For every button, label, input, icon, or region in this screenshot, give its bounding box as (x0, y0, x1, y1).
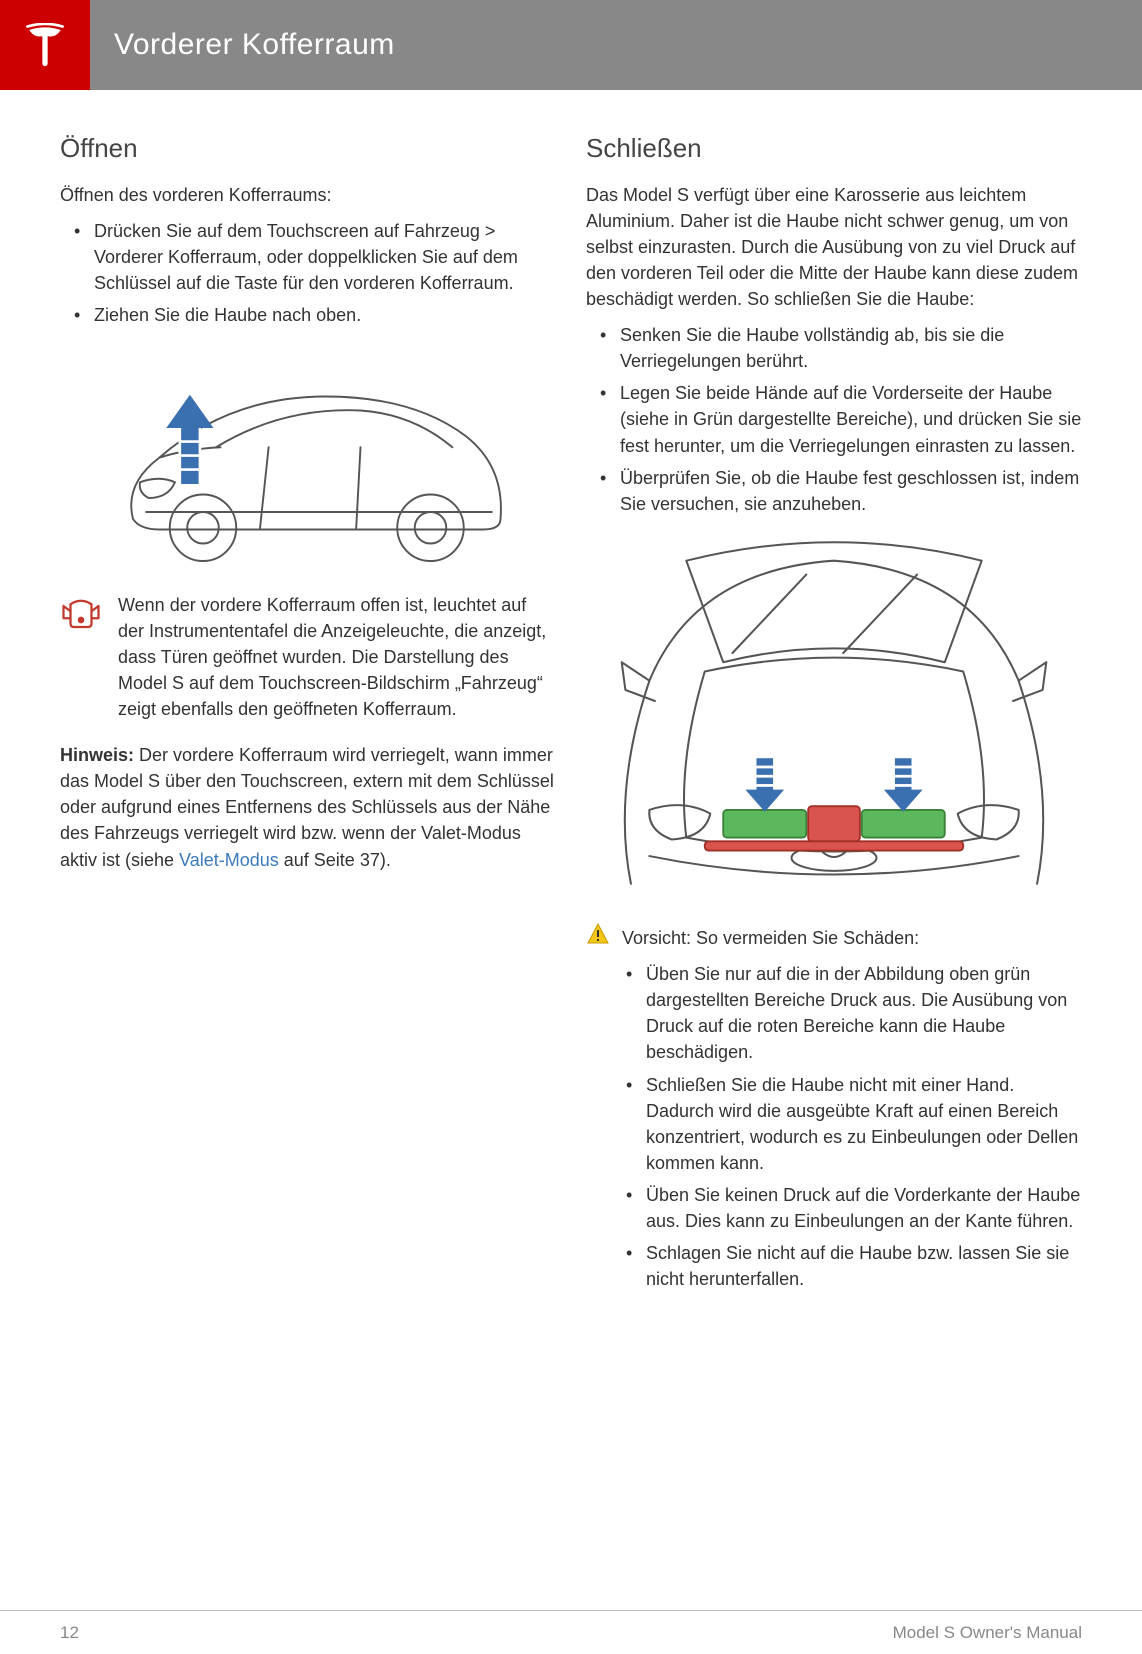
column-left: Öffnen Öffnen des vorderen Kofferraums: … (60, 130, 556, 1610)
page-content: Öffnen Öffnen des vorderen Kofferraums: … (0, 90, 1142, 1610)
page-title: Vorderer Kofferraum (114, 28, 395, 62)
column-right: Schließen Das Model S verfügt über eine … (586, 130, 1082, 1610)
page-footer: 12 Model S Owner's Manual (0, 1610, 1142, 1654)
tesla-logo-icon (23, 23, 67, 67)
caution-label: Vorsicht: (622, 928, 691, 948)
close-intro: Das Model S verfügt über eine Karosserie… (586, 182, 1082, 312)
list-item: Ziehen Sie die Haube nach oben. (60, 302, 556, 328)
list-item: Überprüfen Sie, ob die Haube fest geschl… (586, 465, 1082, 517)
warning-triangle-icon (586, 922, 610, 953)
arrow-down-icon (745, 758, 784, 812)
note-paragraph: Hinweis: Der vordere Kofferraum wird ver… (60, 742, 556, 872)
caution-header: Vorsicht: So vermeiden Sie Schäden: (586, 922, 1082, 953)
info-text: Wenn der vordere Kofferraum offen ist, l… (118, 592, 556, 722)
info-open-indicator: Wenn der vordere Kofferraum offen ist, l… (60, 592, 556, 722)
figure-close-hood (586, 533, 1082, 902)
list-item: Schließen Sie die Haube nicht mit einer … (612, 1072, 1082, 1176)
open-steps-list: Drücken Sie auf dem Touchscreen auf Fahr… (60, 218, 556, 328)
arrow-down-icon (884, 758, 923, 812)
page-header: Vorderer Kofferraum (0, 0, 1142, 90)
list-item: Üben Sie nur auf die in der Abbildung ob… (612, 961, 1082, 1065)
valet-mode-link[interactable]: Valet-Modus (179, 850, 279, 870)
heading-open: Öffnen (60, 130, 556, 168)
page-title-block: Vorderer Kofferraum (90, 0, 1142, 90)
arrow-up-icon (166, 395, 213, 484)
caution-text: Vorsicht: So vermeiden Sie Schäden: (622, 925, 919, 951)
list-item: Üben Sie keinen Druck auf die Vorderkant… (612, 1182, 1082, 1234)
doc-title: Model S Owner's Manual (893, 1623, 1082, 1643)
car-side-illustration (98, 344, 518, 572)
close-steps-list: Senken Sie die Haube vollständig ab, bis… (586, 322, 1082, 517)
caution-items-list: Üben Sie nur auf die in der Abbildung ob… (612, 961, 1082, 1292)
caution-intro: So vermeiden Sie Schäden: (691, 928, 919, 948)
figure-open-hood (60, 344, 556, 572)
list-item: Senken Sie die Haube vollständig ab, bis… (586, 322, 1082, 374)
list-item: Legen Sie beide Hände auf die Vorderseit… (586, 380, 1082, 458)
note-text-after: auf Seite 37). (279, 850, 391, 870)
heading-close: Schließen (586, 130, 1082, 168)
page-number: 12 (60, 1623, 79, 1643)
list-item: Drücken Sie auf dem Touchscreen auf Fahr… (60, 218, 556, 296)
list-item: Schlagen Sie nicht auf die Haube bzw. la… (612, 1240, 1082, 1292)
car-front-top-illustration (594, 533, 1074, 902)
car-door-open-icon (60, 592, 102, 641)
brand-logo-block (0, 0, 90, 90)
note-label: Hinweis: (60, 745, 134, 765)
open-intro: Öffnen des vorderen Kofferraums: (60, 182, 556, 208)
